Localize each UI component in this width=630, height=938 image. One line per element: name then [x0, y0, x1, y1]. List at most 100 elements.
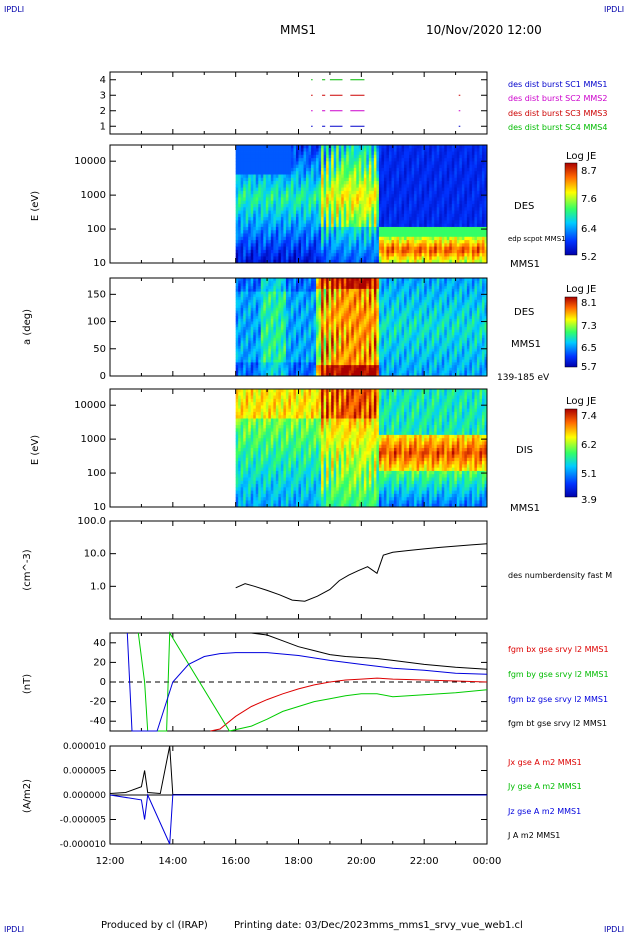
spectrogram-cell	[238, 230, 241, 234]
spectrogram-cell	[283, 184, 286, 188]
spectrogram-cell	[309, 194, 312, 198]
spectrogram-cell	[359, 175, 362, 179]
spectrogram-cell	[391, 171, 394, 175]
spectrogram-cell	[474, 148, 477, 152]
spectrogram-cell	[442, 237, 445, 241]
spectrogram-cell	[238, 286, 241, 289]
spectrogram-cell	[422, 161, 425, 165]
spectrogram-cell	[309, 234, 312, 238]
spectrogram-cell	[288, 332, 291, 335]
spectrogram-cell	[399, 184, 402, 188]
spectrogram-cell	[291, 214, 294, 218]
spectrogram-cell	[414, 250, 417, 254]
spectrogram-cell	[459, 191, 462, 195]
spectrogram-cell	[276, 319, 279, 322]
spectrogram-cell	[301, 357, 304, 360]
spectrogram-cell	[246, 286, 249, 289]
spectrogram-cell	[306, 338, 309, 341]
spectrogram-cell	[278, 204, 281, 208]
spectrogram-cell	[404, 168, 407, 172]
spectrogram-cell	[243, 211, 246, 215]
spectrogram-cell	[314, 313, 317, 316]
spectrogram-cell	[467, 168, 470, 172]
spectrogram-cell	[326, 197, 329, 201]
spectrogram-cell	[464, 184, 467, 188]
spectrogram-cell	[301, 371, 304, 374]
spectrogram-cell	[314, 234, 317, 238]
spectrogram-cell	[291, 217, 294, 221]
spectrogram-cell	[371, 175, 374, 179]
spectrogram-cell	[253, 250, 256, 254]
spectrogram-cell	[447, 204, 450, 208]
spectrogram-cell	[253, 201, 256, 205]
spectrogram-cell	[309, 250, 312, 254]
spectrogram-cell	[454, 217, 457, 221]
spectrogram-cell	[477, 175, 480, 179]
spectrogram-cell	[241, 201, 244, 205]
spectrogram-cell	[479, 237, 482, 241]
spectrogram-cell	[266, 178, 269, 182]
spectrogram-cell	[334, 237, 337, 241]
spectrogram-cell	[432, 201, 435, 205]
spectrogram-cell	[386, 224, 389, 228]
spectrogram-cell	[329, 194, 332, 198]
spectrogram-cell	[384, 253, 387, 257]
spectrogram-cell	[296, 207, 299, 211]
spectrogram-cell	[301, 211, 304, 215]
spectrogram-cell	[334, 168, 337, 172]
spectrogram-cell	[329, 227, 332, 231]
spectrogram-cell	[402, 237, 405, 241]
spectrogram-cell	[384, 227, 387, 231]
spectrogram-cell	[251, 346, 254, 349]
spectrogram-cell	[371, 250, 374, 254]
spectrogram-cell	[253, 352, 256, 355]
spectrogram-cell	[379, 191, 382, 195]
des-energy-y-tick-label: 1000	[81, 190, 106, 201]
spectrogram-cell	[361, 204, 364, 208]
spectrogram-cell	[283, 201, 286, 205]
spectrogram-cell	[324, 155, 327, 159]
spectrogram-cell	[278, 330, 281, 333]
spectrogram-cell	[429, 188, 432, 192]
spectrogram-cell	[447, 227, 450, 231]
spectrogram-cell	[288, 324, 291, 327]
spectrogram-cell	[246, 145, 249, 149]
spectrogram-cell	[452, 243, 455, 247]
spectrogram-cell	[251, 220, 254, 224]
spectrogram-cell	[276, 343, 279, 346]
spectrogram-cell	[309, 289, 312, 292]
spectrogram-cell	[404, 227, 407, 231]
spectrogram-cell	[296, 319, 299, 322]
spectrogram-cell	[304, 283, 307, 286]
spectrogram-cell	[459, 256, 462, 260]
spectrogram-cell	[427, 230, 430, 234]
spectrogram-cell	[429, 155, 432, 159]
spectrogram-cell	[248, 247, 251, 251]
spectrogram-cell	[364, 201, 367, 205]
spectrogram-cell	[391, 191, 394, 195]
spectrogram-cell	[258, 341, 261, 344]
spectrogram-cell	[442, 240, 445, 244]
spectrogram-cell	[379, 158, 382, 162]
spectrogram-cell	[417, 250, 420, 254]
spectrogram-cell	[286, 368, 289, 371]
spectrogram-cell	[366, 234, 369, 238]
spectrogram-cell	[459, 158, 462, 162]
spectrogram-cell	[309, 230, 312, 234]
spectrogram-cell	[238, 152, 241, 156]
spectrogram-cell	[386, 191, 389, 195]
spectrogram-cell	[278, 349, 281, 352]
spectrogram-cell	[261, 194, 264, 198]
spectrogram-cell	[339, 256, 342, 260]
spectrogram-cell	[472, 178, 475, 182]
spectrogram-cell	[409, 256, 412, 260]
spectrogram-cell	[447, 237, 450, 241]
spectrogram-cell	[434, 253, 437, 257]
spectrogram-cell	[263, 368, 266, 371]
spectrogram-cell	[241, 319, 244, 322]
spectrogram-cell	[273, 214, 276, 218]
spectrogram-cell	[276, 316, 279, 319]
spectrogram-cell	[241, 311, 244, 314]
spectrogram-cell	[283, 171, 286, 175]
spectrogram-cell	[258, 316, 261, 319]
